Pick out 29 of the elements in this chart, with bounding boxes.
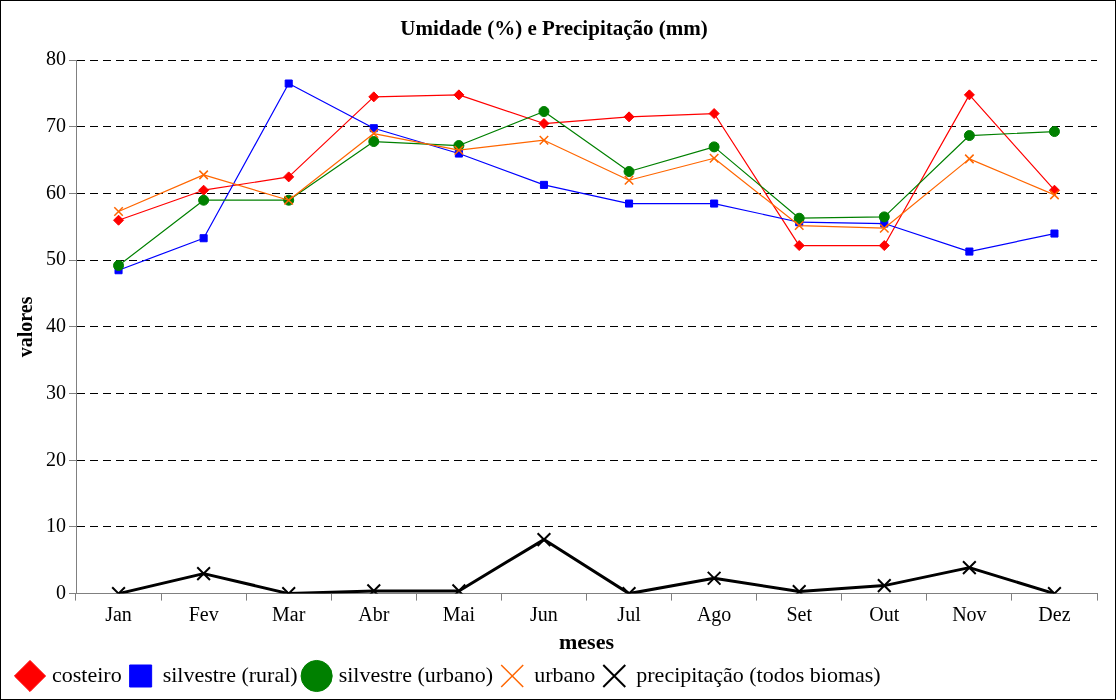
x-tick-label: Jul [617,602,642,625]
y-tick-label: 60 [46,180,66,203]
y-tick-label: 70 [46,114,66,137]
y-tick-label: 40 [46,314,66,337]
x-tick-label: Mar [272,602,306,625]
y-tick-label: 10 [46,514,66,537]
x-tick-label: Fev [188,602,219,625]
legend-label: precipitação (todos biomas) [636,661,881,687]
x-tick-label: Ago [696,602,732,626]
legend-label: silvestre (urbano) [338,661,494,687]
y-tick-label: 0 [56,580,66,603]
x-tick-label: Abr [358,602,390,625]
x-axis-title: meses [559,629,615,655]
legend-label: costeiro [52,661,122,687]
x-tick-label: Out [869,602,900,625]
y-axis-title: valores [14,296,37,358]
x-tick-label: Jan [105,602,132,625]
x-tick-label: Dez [1038,602,1071,625]
x-tick-label: Nov [952,602,987,625]
y-tick-label: 80 [46,47,66,70]
x-tick-label: Set [786,602,813,625]
legend-label: urbano [534,661,596,687]
y-tick-label: 30 [46,380,66,403]
x-tick-label: Mai [442,602,476,625]
x-tick-label: Jun [530,602,558,625]
chart-title: Umidade (%) e Precipitação (mm) [400,16,708,41]
y-tick-label: 20 [46,447,66,470]
y-tick-label: 50 [46,247,66,270]
legend-label: silvestre (rural) [162,661,298,687]
